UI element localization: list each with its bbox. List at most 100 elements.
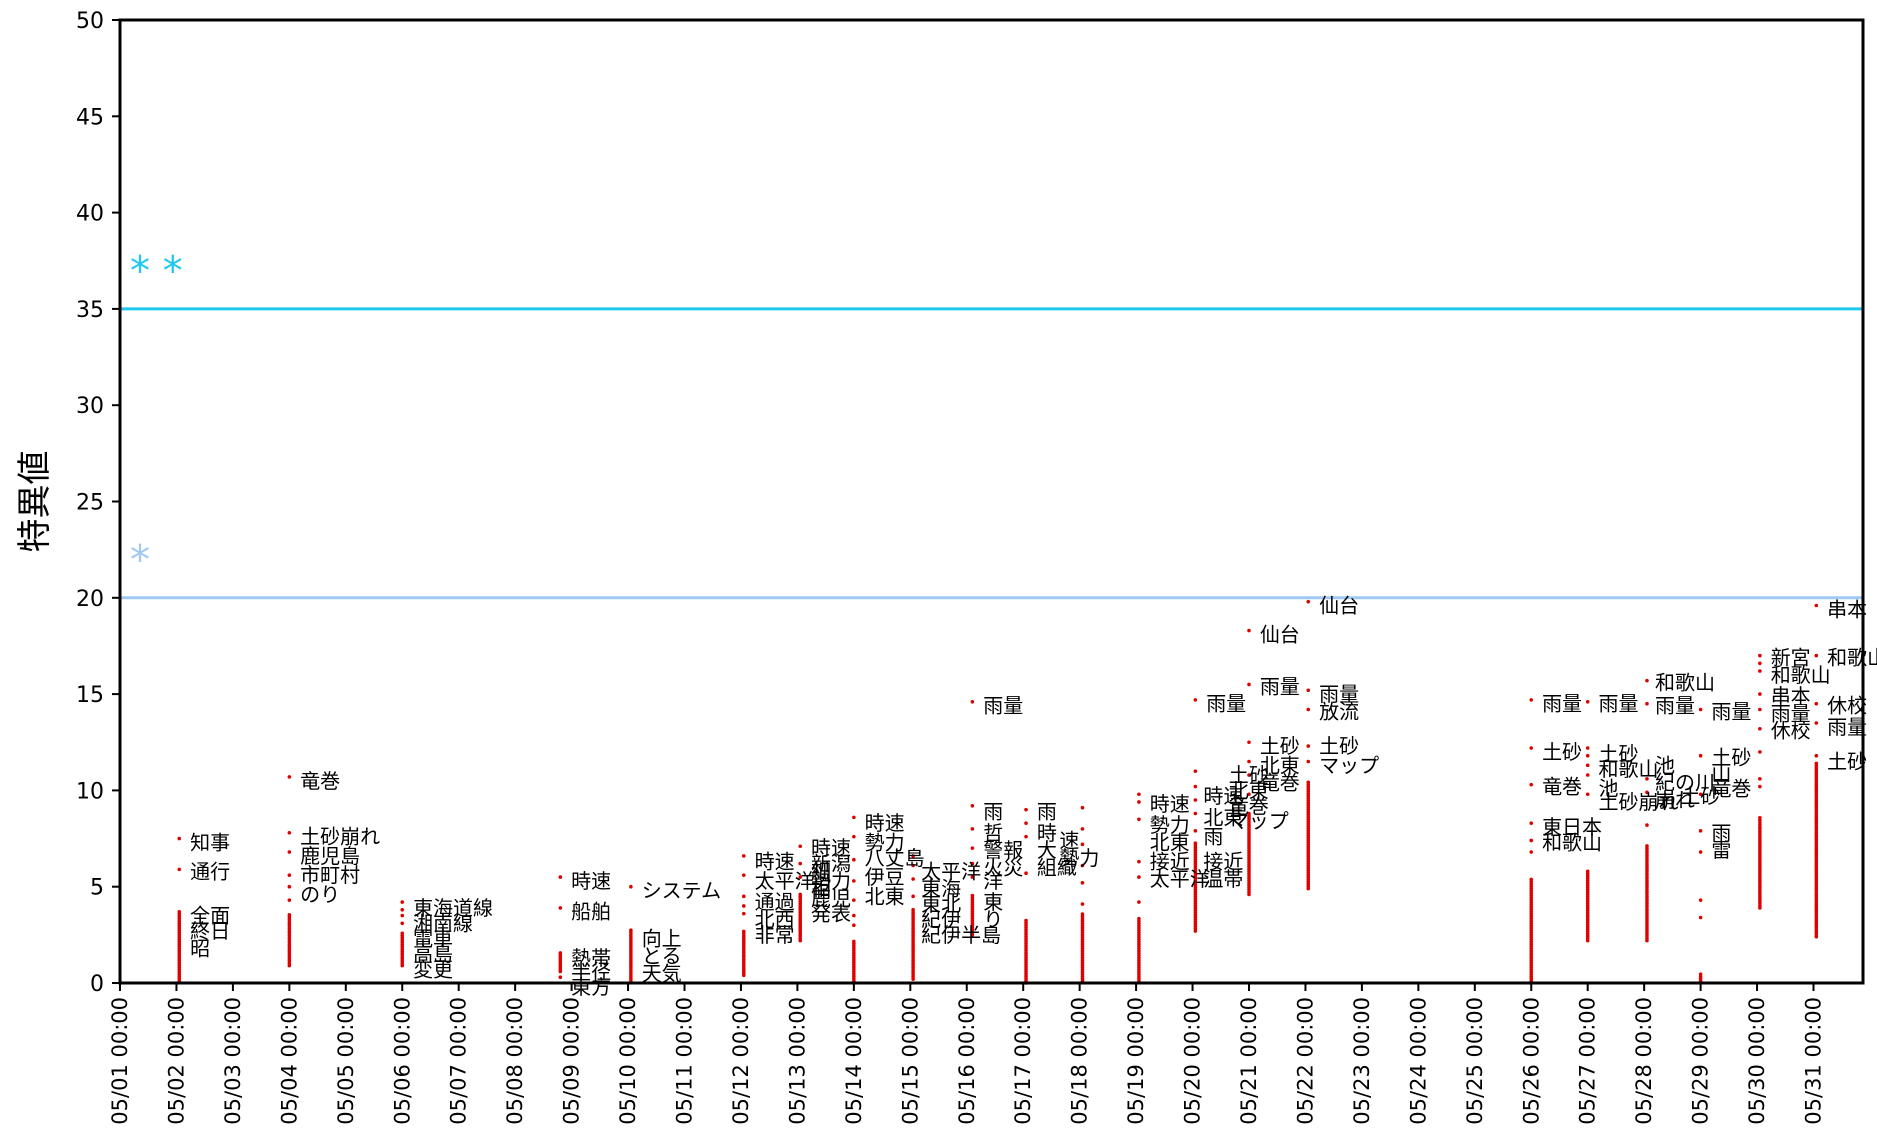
data-label: 土砂 [1680, 784, 1720, 808]
data-label: 仙台 [1260, 622, 1300, 646]
data-label: 北東 [1203, 805, 1243, 829]
data-label: 大 [1037, 838, 1057, 862]
data-label: 温帯 [1203, 867, 1243, 891]
data-point [1529, 746, 1534, 750]
x-tick-label: 05/10 00:00 [616, 997, 640, 1125]
data-label: 紀伊 [921, 907, 961, 931]
data-point [1193, 811, 1198, 816]
data-label: 非常 [755, 923, 795, 947]
data-label: 池 [1655, 753, 1675, 777]
data-point [1137, 900, 1141, 904]
data-point [558, 906, 563, 910]
data-label: 土砂崩れ [1599, 790, 1679, 814]
data-point [1137, 792, 1141, 797]
x-tick-label: 05/06 00:00 [390, 997, 414, 1125]
y-tick-label: 35 [76, 298, 104, 323]
data-point [1024, 918, 1028, 923]
data-label: 休校 [1771, 719, 1811, 743]
data-label: 雨量 [1771, 701, 1811, 725]
data-point [1814, 701, 1819, 706]
data-point [852, 913, 856, 918]
data-label: 山 [1711, 761, 1731, 785]
data-point [1758, 784, 1762, 789]
data-point [287, 830, 292, 835]
data-point [1306, 759, 1311, 764]
data-point [1529, 782, 1534, 787]
data-point [1080, 842, 1085, 847]
data-label: 時 [1037, 821, 1057, 845]
x-tick-label: 05/11 00:00 [673, 997, 697, 1125]
data-point [1137, 800, 1141, 804]
data-label: システム [642, 879, 721, 903]
data-label: 向上 [642, 927, 682, 951]
data-point [1529, 877, 1534, 882]
data-point [1758, 815, 1762, 820]
data-point [1814, 653, 1819, 658]
data-point [1585, 746, 1590, 750]
data-label: 雨 [1711, 821, 1731, 845]
data-label: 知事 [190, 830, 230, 854]
data-label: 土砂 [1229, 763, 1269, 787]
data-label: 雨量 [1711, 699, 1751, 723]
data-label: 土砂 [1599, 742, 1639, 766]
data-point [852, 815, 856, 820]
data-point [1247, 682, 1251, 687]
data-point [1193, 829, 1198, 833]
data-label: 休校 [1827, 694, 1867, 718]
data-point [1814, 603, 1819, 608]
y-axis: 0 5 10 15 20 25 30 35 40 45 50 [76, 9, 120, 997]
data-label: 和歌山 [1599, 757, 1659, 781]
data-point [741, 873, 746, 877]
y-tick-label: 50 [76, 9, 104, 34]
data-label: 北西 [755, 907, 795, 931]
y-tick-label: 25 [76, 491, 104, 516]
data-label: 竜巻 [1229, 794, 1269, 818]
data-label: 竜巻 [1711, 776, 1751, 800]
data-label: 時速 [865, 811, 905, 835]
data-point [1585, 753, 1590, 758]
data-point [798, 844, 803, 849]
data-point [287, 850, 292, 854]
x-tick-label: 05/20 00:00 [1181, 997, 1205, 1125]
data-label: 通過 [755, 890, 795, 914]
x-tick-label: 05/01 00:00 [108, 997, 132, 1125]
data-label: 串本 [1827, 597, 1867, 621]
threshold-marker: * [130, 537, 150, 583]
data-point [1698, 753, 1703, 758]
data-point [911, 877, 915, 881]
data-point [1137, 817, 1141, 822]
y-tick-label: 45 [76, 105, 104, 130]
x-tick-label: 05/27 00:00 [1576, 997, 1600, 1125]
data-point [400, 931, 405, 936]
data-label: 土砂 [1260, 734, 1300, 758]
data-label: 警報 [983, 838, 1023, 862]
data-point [852, 857, 856, 862]
x-tick-label: 05/24 00:00 [1406, 997, 1430, 1125]
data-label: 和歌山 [1655, 671, 1715, 695]
data-label: 新潟 [811, 852, 851, 876]
threshold-layer: * * * [120, 248, 1863, 600]
data-label: 時速 [571, 869, 611, 893]
data-label: 雨量 [1206, 692, 1246, 716]
data-point [1306, 688, 1311, 693]
data-point [1193, 798, 1198, 802]
data-point [1758, 707, 1762, 712]
data-point [970, 875, 975, 879]
data-point [1247, 759, 1251, 764]
data-label: 勢力 [1059, 846, 1099, 870]
data-point [1193, 698, 1198, 702]
data-label: 伊豆 [865, 865, 905, 889]
data-point [1080, 902, 1085, 906]
data-label: 和歌山 [1771, 663, 1831, 687]
data-label: 鹿児 [811, 886, 851, 910]
data-point [1698, 898, 1703, 902]
x-tick-label: 05/07 00:00 [447, 997, 471, 1125]
data-label: 和歌山 [1542, 830, 1602, 854]
data-label: 湘南線 [413, 911, 473, 935]
x-tick-label: 05/28 00:00 [1632, 997, 1656, 1125]
data-point [1645, 777, 1649, 781]
data-point [1137, 875, 1141, 879]
data-point [852, 923, 856, 928]
